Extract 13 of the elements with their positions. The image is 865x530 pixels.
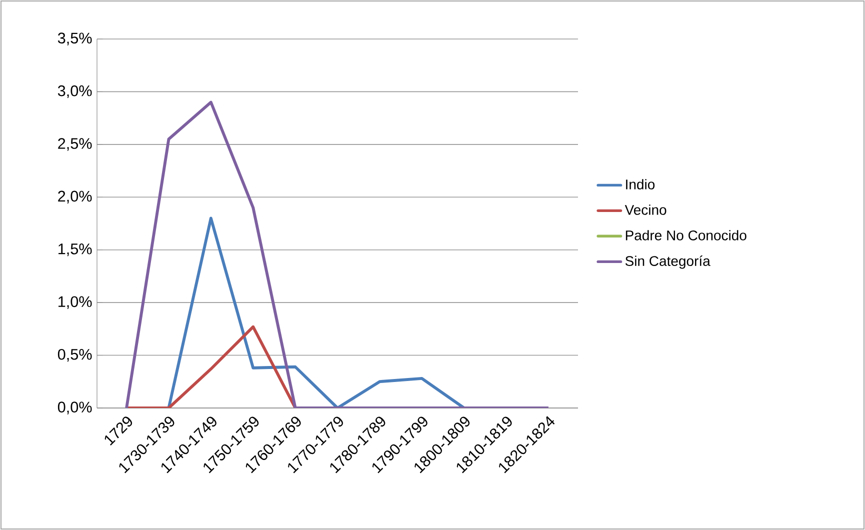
y-tick-label: 1,0%: [58, 296, 92, 309]
line-series: [167, 216, 466, 408]
y-tick-label: 2,5%: [58, 138, 92, 151]
legend-label: Vecino: [624, 204, 666, 215]
y-tick-label: 3,5%: [58, 32, 92, 46]
legend-label: Sin Categoría: [625, 256, 710, 269]
y-tick-label: 0,5%: [58, 348, 92, 362]
y-tick-label: 1,5%: [58, 244, 92, 256]
y-tick-label: 3,0%: [58, 85, 92, 98]
legend-label: Padre No Conocido: [626, 230, 746, 240]
y-tick-label: 2,0%: [58, 190, 92, 204]
y-tick-label: 0,0%: [58, 402, 92, 414]
legend-label: Indio: [626, 179, 655, 190]
